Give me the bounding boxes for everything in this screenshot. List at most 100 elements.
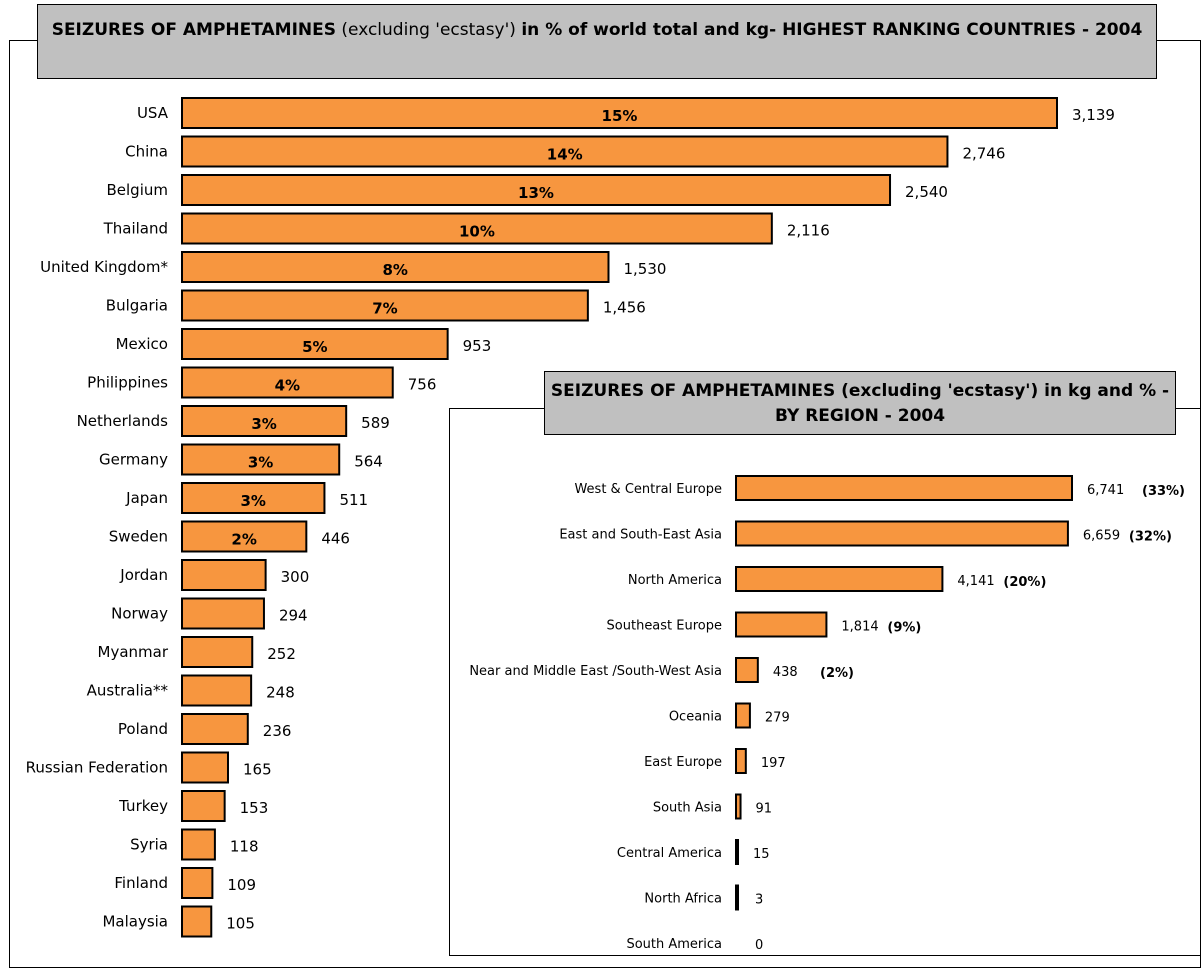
region-value-2: 4,141 [957,574,994,589]
percent-label-7: 4% [275,377,300,395]
value-label-7: 756 [408,376,437,394]
region-label-6: East Europe [644,755,722,770]
value-label-19: 118 [230,838,259,856]
bar-8 [181,405,348,437]
title-part-1: SEIZURES OF AMPHETAMINES [51,20,336,40]
category-label-15: Australia** [87,682,169,700]
category-label-3: Thailand [103,220,168,238]
bar-13 [181,597,265,630]
value-label-13: 294 [279,607,308,625]
region-value-9: 3 [755,893,763,908]
category-label-20: Finland [114,874,168,892]
bar-2 [181,174,892,206]
bar-10 [181,482,326,514]
region-label-1: East and South-East Asia [559,528,722,543]
value-label-6: 953 [463,337,492,355]
bar-11 [181,520,308,553]
region-value-10: 0 [755,938,763,953]
title-part-2: (excluding 'ecstasy') [336,20,522,40]
percent-label-1: 14% [547,146,583,164]
percent-label-9: 3% [248,454,273,472]
percent-label-8: 3% [251,415,276,433]
region-chart-title: SEIZURES OF AMPHETAMINES (excluding 'ecs… [544,371,1176,435]
category-label-19: Syria [130,836,168,854]
value-label-5: 1,456 [603,299,646,317]
value-label-21: 105 [226,915,255,933]
region-value-3: 1,814 [841,620,878,635]
value-label-14: 252 [267,645,296,663]
bar-1 [181,135,949,168]
bar-16 [181,713,249,745]
value-label-18: 153 [240,799,269,817]
region-value-0: 6,741 [1087,483,1124,498]
bar-21 [181,905,213,938]
region-value-5: 279 [765,711,790,726]
region-bar-3 [735,611,828,638]
percent-label-0: 15% [602,107,638,125]
category-label-4: United Kingdom* [40,258,168,276]
value-label-0: 3,139 [1072,106,1115,124]
region-value-8: 15 [753,847,770,862]
value-label-17: 165 [243,761,272,779]
category-label-21: Malaysia [102,913,168,931]
value-label-1: 2,746 [962,145,1005,163]
region-label-10: South America [626,937,722,952]
value-label-3: 2,116 [787,222,830,240]
value-label-12: 300 [281,568,310,586]
percent-label-6: 5% [302,338,327,356]
region-label-2: North America [628,573,722,588]
bar-4 [181,251,610,283]
region-label-5: Oceania [669,710,722,725]
category-label-17: Russian Federation [26,759,168,777]
bar-14 [181,636,254,668]
bar-15 [181,674,253,707]
bar-5 [181,289,589,322]
value-label-20: 109 [227,876,256,894]
bar-19 [181,828,216,861]
region-bar-0 [735,475,1073,501]
value-label-15: 248 [266,684,295,702]
bar-18 [181,790,226,822]
category-label-10: Japan [125,489,168,507]
region-percent-1: (32%) [1129,530,1172,545]
bar-17 [181,751,229,784]
percent-label-4: 8% [383,261,408,279]
category-label-12: Jordan [119,566,168,584]
region-bar-2 [735,566,944,592]
bar-7 [181,366,394,399]
region-value-7: 91 [756,802,773,817]
bar-12 [181,559,267,591]
value-label-4: 1,530 [623,260,666,278]
category-label-16: Poland [118,720,168,738]
region-bar-9 [735,884,739,911]
bar-0 [181,97,1058,129]
percent-label-10: 3% [240,492,265,510]
category-label-14: Myanmar [98,643,169,661]
value-label-11: 446 [321,530,350,548]
region-value-1: 6,659 [1083,529,1120,544]
title-part-3: in % of world total and kg- HIGHEST RANK… [521,20,1143,40]
region-percent-2: (20%) [1003,575,1046,590]
region-bar-7 [735,793,742,820]
region-label-4: Near and Middle East /South-West Asia [469,664,722,679]
region-bar-4 [735,657,759,683]
bar-20 [181,867,214,899]
region-bar-1 [735,520,1069,547]
percent-label-3: 10% [459,223,495,241]
value-label-16: 236 [263,722,292,740]
region-bar-8 [735,839,739,865]
region-label-9: North Africa [644,892,722,907]
region-label-3: Southeast Europe [607,619,722,634]
value-label-2: 2,540 [905,183,948,201]
region-percent-4: (2%) [820,666,854,681]
category-label-18: Turkey [118,797,168,815]
percent-label-5: 7% [372,300,397,318]
region-percent-0: (33%) [1142,484,1185,499]
category-label-13: Norway [111,605,168,623]
region-value-6: 197 [761,756,786,771]
region-label-7: South Asia [653,801,722,816]
category-label-6: Mexico [116,335,168,353]
bar-9 [181,443,341,476]
region-bar-5 [735,702,751,729]
